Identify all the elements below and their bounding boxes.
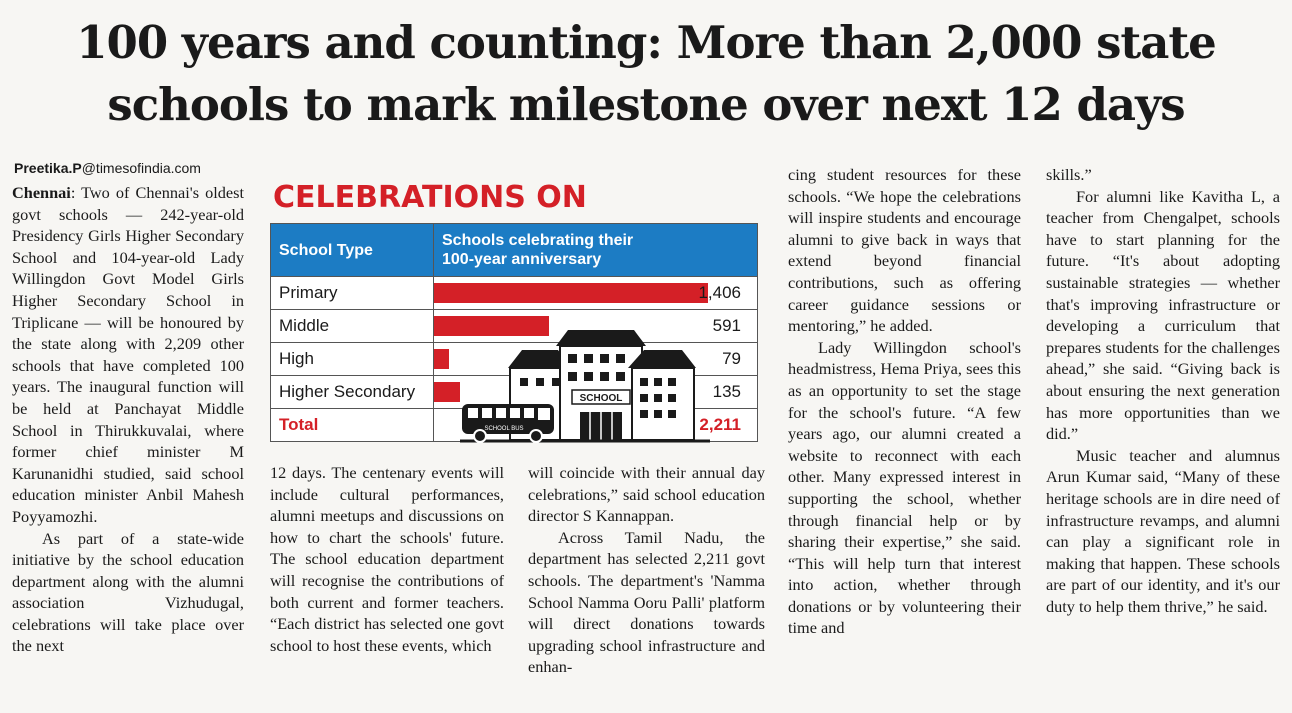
article-paragraph: Chennai: Two of Chennai's oldest govt sc… <box>12 182 244 528</box>
article-column-2: 12 days. The centenary events will inclu… <box>270 462 504 656</box>
bar-cell: 1,406 <box>433 276 758 310</box>
bar <box>434 316 549 336</box>
article-paragraph: will coincide with their annual day cele… <box>528 463 765 526</box>
headline: 100 years and counting: More than 2,000 … <box>0 12 1292 136</box>
school-bus: SCHOOL BUS <box>462 404 554 443</box>
category-label: Primary <box>270 276 434 310</box>
article-paragraph: Music teacher and alumnus Arun Kumar sai… <box>1046 445 1280 616</box>
data-label: 1,406 <box>698 283 741 302</box>
article-paragraph: cing student resources for these schools… <box>788 165 1021 336</box>
table-row: High 79 <box>270 342 758 376</box>
article-paragraph: Lady Willingdon school's headmistress, H… <box>788 337 1021 638</box>
table-row: Middle 591 <box>270 309 758 343</box>
article-column-4: cing student resources for these schools… <box>788 164 1021 639</box>
article-paragraph: As part of a state-wide initiative by th… <box>12 528 244 656</box>
article-column-5: skills.” For alumni like Kavitha L, a te… <box>1046 164 1280 617</box>
article-paragraph: 12 days. The centenary events will inclu… <box>270 463 504 655</box>
headline-line-1: 100 years and counting: More than 2,000 … <box>76 16 1217 69</box>
dateline: Chennai <box>12 183 71 202</box>
headline-line-2: schools to mark milestone over next 12 d… <box>107 78 1185 131</box>
article-column-1: Chennai: Two of Chennai's oldest govt sc… <box>12 182 244 657</box>
article-paragraph: Across Tamil Nadu, the department has se… <box>528 527 765 677</box>
bar <box>434 349 449 369</box>
data-label: 135 <box>712 382 741 401</box>
paragraph-text: : Two of Chennai's oldest govt schools —… <box>12 183 244 526</box>
infographic-title: CELEBRATIONS ON <box>273 180 587 215</box>
table-header-row: School Type Schools celebrating their 10… <box>270 223 758 277</box>
article-column-3: will coincide with their annual day cele… <box>528 462 765 678</box>
data-label: 79 <box>722 349 741 368</box>
infographic: CELEBRATIONS ON School Type Schools cele… <box>270 178 770 453</box>
celebrations-table: School Type Schools celebrating their 10… <box>270 223 758 442</box>
category-label: Higher Secondary <box>270 375 434 409</box>
bar <box>434 283 708 303</box>
category-label: Middle <box>270 309 434 343</box>
article-paragraph: For alumni like Kavitha L, a teacher fro… <box>1046 186 1280 444</box>
table-row: Primary 1,406 <box>270 276 758 310</box>
total-label: Total <box>270 408 434 442</box>
school-illustration: SCHOOL SCHOOL BUS <box>460 330 710 443</box>
total-value: 2,211 <box>699 415 741 434</box>
bus-sign: SCHOOL BUS <box>484 426 523 432</box>
data-label: 591 <box>712 316 741 335</box>
byline-email: @timesofindia.com <box>81 160 201 176</box>
byline-name: Preetika.P <box>14 160 82 176</box>
column-header-schools-celebrating: Schools celebrating their 100-year anniv… <box>433 223 758 277</box>
school-sign: SCHOOL <box>580 393 623 404</box>
article-paragraph: skills.” <box>1046 165 1092 184</box>
byline: Preetika.P@timesofindia.com <box>14 160 201 176</box>
category-label: High <box>270 342 434 376</box>
column-header-school-type: School Type <box>270 223 434 277</box>
bar <box>434 382 460 402</box>
